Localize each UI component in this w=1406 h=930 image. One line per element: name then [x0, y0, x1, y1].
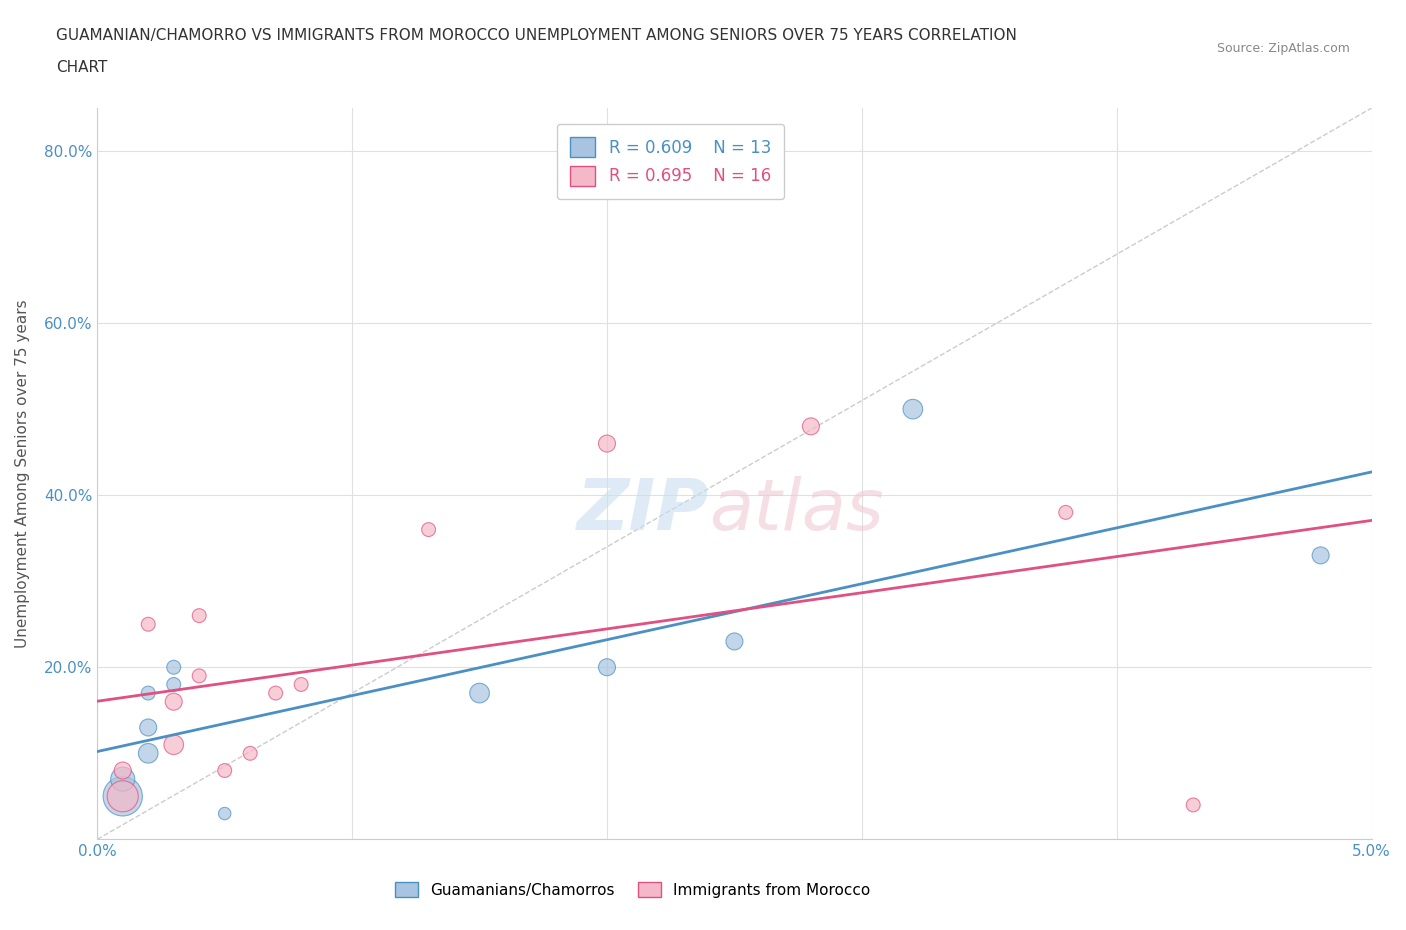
Point [163, 737, 186, 752]
Point [418, 522, 440, 537]
Point [1182, 798, 1205, 813]
Point [800, 418, 823, 433]
Point [1309, 548, 1331, 563]
Point [264, 685, 287, 700]
Point [163, 677, 186, 692]
Point [163, 659, 186, 674]
Text: atlas: atlas [709, 476, 883, 545]
Point [136, 720, 159, 735]
Point [1054, 505, 1077, 520]
Point [163, 694, 186, 709]
Point [214, 764, 236, 778]
Text: ZIP: ZIP [576, 476, 709, 545]
Point [188, 608, 211, 623]
Point [136, 746, 159, 761]
Point [290, 677, 312, 692]
Point [901, 402, 924, 417]
Point [596, 659, 619, 674]
Point [188, 669, 211, 684]
Point [468, 685, 491, 700]
Text: Source: ZipAtlas.com: Source: ZipAtlas.com [1216, 42, 1350, 55]
Text: CHART: CHART [56, 60, 108, 75]
Y-axis label: Unemployment Among Seniors over 75 years: Unemployment Among Seniors over 75 years [15, 299, 30, 648]
Point [111, 789, 134, 804]
Point [136, 685, 159, 700]
Point [111, 764, 134, 778]
Point [723, 634, 745, 649]
Legend: R = 0.609    N = 13, R = 0.695    N = 16: R = 0.609 N = 13, R = 0.695 N = 16 [557, 124, 785, 199]
Text: GUAMANIAN/CHAMORRO VS IMMIGRANTS FROM MOROCCO UNEMPLOYMENT AMONG SENIORS OVER 75: GUAMANIAN/CHAMORRO VS IMMIGRANTS FROM MO… [56, 28, 1017, 43]
Legend: Guamanians/Chamorros, Immigrants from Morocco: Guamanians/Chamorros, Immigrants from Mo… [389, 875, 876, 904]
Point [596, 436, 619, 451]
Point [111, 789, 134, 804]
Point [214, 806, 236, 821]
Point [111, 772, 134, 787]
Point [136, 617, 159, 631]
Point [239, 746, 262, 761]
